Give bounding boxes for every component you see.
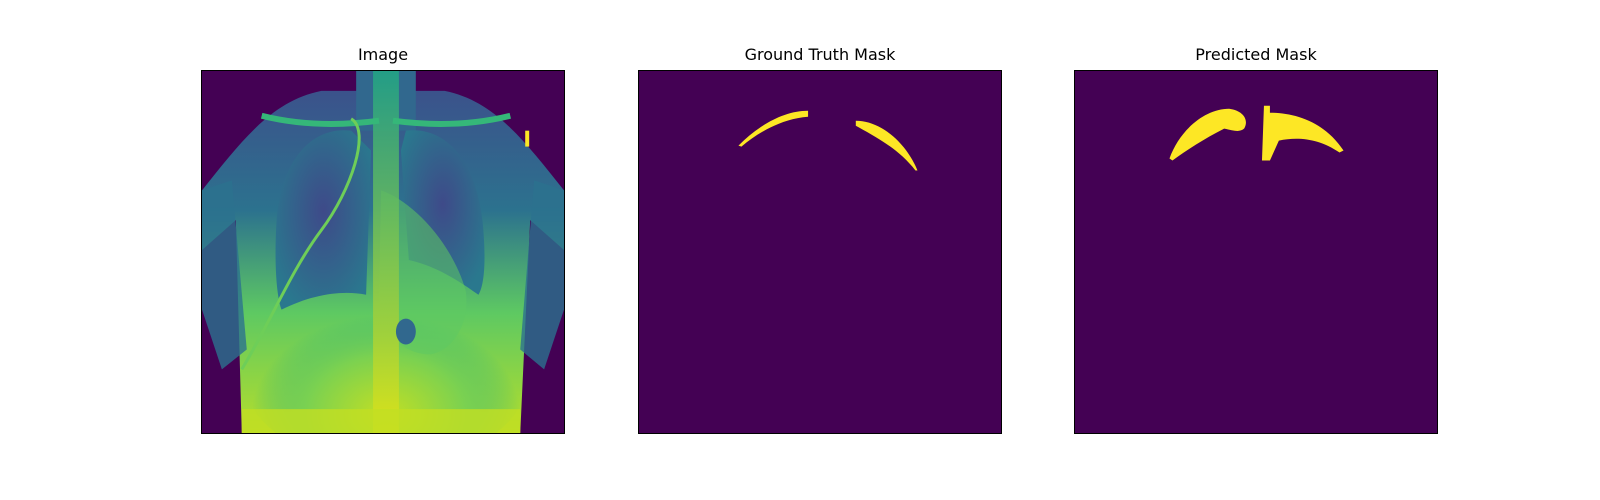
predicted-mask-panel-title: Predicted Mask (1195, 45, 1317, 64)
xray-image-panel (201, 70, 565, 434)
xray-image (202, 71, 564, 433)
pred-mask-left-region (1169, 108, 1246, 161)
image-panel-title: Image (357, 45, 409, 64)
ground-truth-panel-title: Ground Truth Mask (744, 45, 896, 64)
predicted-mask-panel (1074, 70, 1438, 434)
gt-mask-right-region (855, 120, 918, 171)
ground-truth-mask (639, 71, 1001, 433)
predicted-mask (1075, 71, 1437, 433)
pred-mask-right-region (1261, 105, 1344, 161)
gt-mask-left-region (738, 110, 809, 147)
ground-truth-mask-panel (638, 70, 1002, 434)
